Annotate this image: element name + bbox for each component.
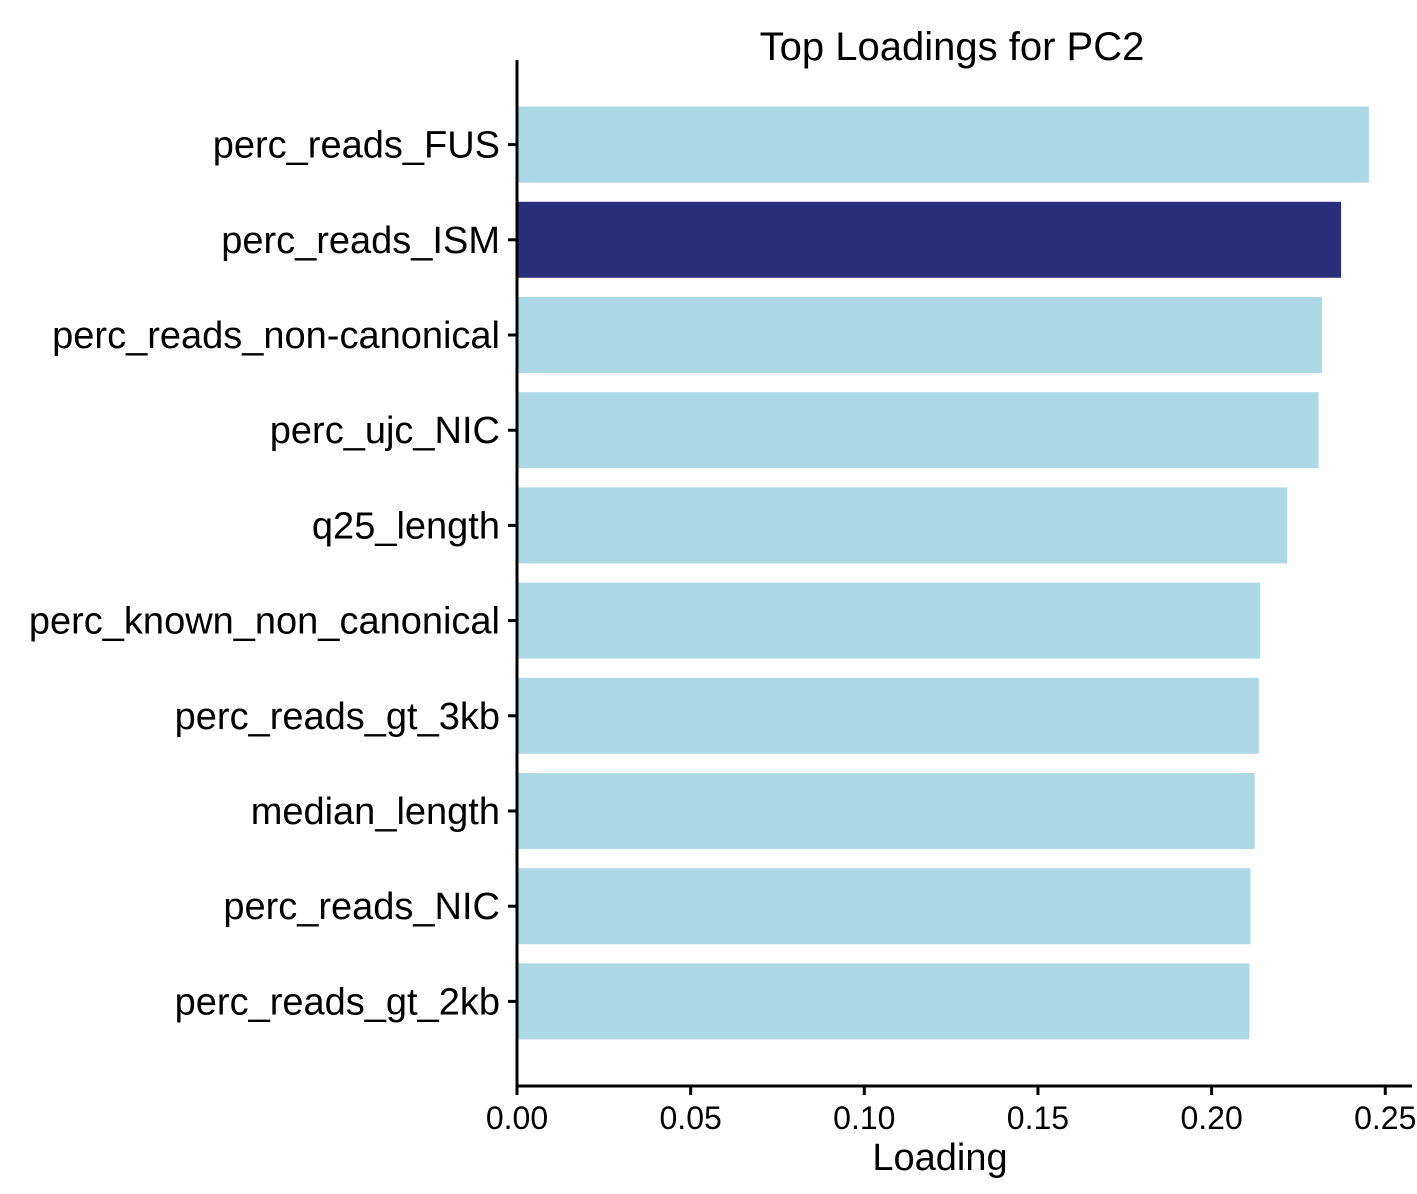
bar-perc_known_non_canonical: [518, 582, 1261, 659]
category-label: perc_reads_non-canonical: [52, 315, 500, 357]
bar-q25_length: [518, 487, 1288, 564]
category-label: median_length: [251, 791, 500, 833]
bar-median_length: [518, 773, 1255, 849]
bar-perc_reads_NIC: [518, 868, 1251, 945]
category-label: perc_known_non_canonical: [29, 601, 500, 643]
bars-group: [518, 106, 1369, 1040]
x-tick-label: 0.00: [486, 1100, 548, 1136]
chart-title: Top Loadings for PC2: [760, 25, 1145, 69]
bar-perc_reads_FUS: [518, 106, 1369, 183]
x-tick-label: 0.15: [1007, 1100, 1069, 1136]
category-label: perc_ujc_NIC: [270, 410, 500, 452]
x-tick-label: 0.25: [1354, 1100, 1416, 1136]
category-label: perc_reads_NIC: [223, 886, 500, 928]
category-label: perc_reads_gt_2kb: [175, 981, 500, 1023]
category-label: perc_reads_ISM: [221, 220, 500, 262]
bar-perc_reads_gt_3kb: [518, 677, 1259, 754]
bar-perc_ujc_NIC: [518, 392, 1319, 469]
category-label: q25_length: [312, 505, 500, 547]
x-tick-label: 0.20: [1180, 1100, 1242, 1136]
bar-perc_reads_ISM: [518, 201, 1342, 278]
x-axis-title: Loading: [872, 1137, 1007, 1179]
x-tick-label: 0.05: [660, 1100, 722, 1136]
x-ticks: 0.00 0.05 0.10 0.15 0.20 0.25: [486, 1086, 1416, 1136]
bar-perc_reads_non-canonical: [518, 297, 1322, 373]
bar-perc_reads_gt_2kb: [518, 963, 1250, 1040]
category-label: perc_reads_gt_3kb: [175, 696, 500, 738]
category-labels: perc_reads_FUS perc_reads_ISM perc_reads_n…: [29, 125, 500, 1024]
category-label: perc_reads_FUS: [213, 125, 500, 167]
x-tick-label: 0.10: [833, 1100, 895, 1136]
